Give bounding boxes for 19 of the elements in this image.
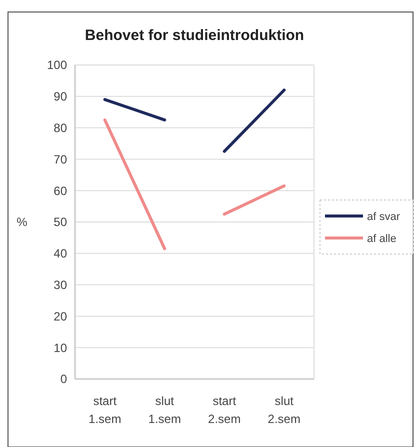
- y-tick-label: 100: [46, 58, 68, 72]
- y-tick-label: 0: [60, 372, 68, 386]
- x-tick-label: start 2.sem: [208, 394, 241, 426]
- y-tick-label: 60: [54, 184, 68, 198]
- y-tick-label: 30: [54, 278, 68, 292]
- y-tick-label: 20: [54, 309, 68, 324]
- y-tick-label: 90: [54, 90, 68, 104]
- y-tick-label: 10: [54, 340, 68, 355]
- x-tick-label: slut 2.sem: [268, 394, 300, 426]
- y-tick-label: 50: [54, 215, 68, 230]
- chart-title: Behovet for studieintroduktion: [84, 27, 304, 44]
- legend-label: af svar: [367, 210, 400, 223]
- y-tick-label: 80: [54, 121, 68, 135]
- y-tick-label: 70: [54, 152, 68, 166]
- x-tick-label: start 1.sem: [88, 394, 122, 426]
- y-tick-label: 40: [54, 246, 68, 261]
- y-axis-title: %: [16, 215, 28, 230]
- legend-label: af alle: [367, 232, 396, 245]
- x-tick-label: slut 1.sem: [148, 394, 181, 426]
